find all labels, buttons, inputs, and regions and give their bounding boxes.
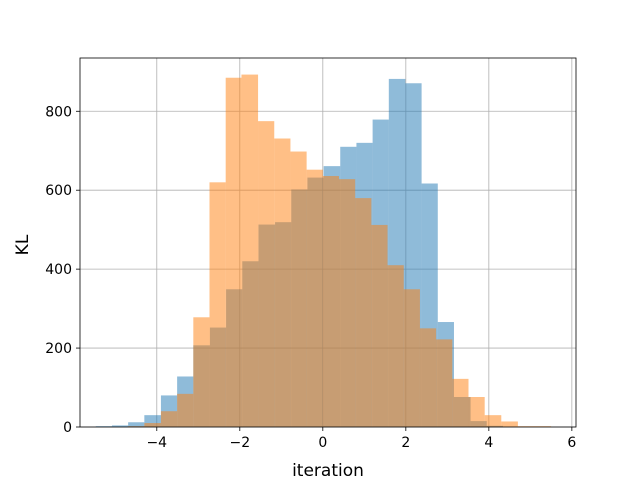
histogram-bar-series-2 bbox=[225, 77, 242, 428]
histogram-bar-series-2 bbox=[209, 182, 226, 427]
x-tick-label: 0 bbox=[318, 435, 327, 451]
histogram-bar-series-2 bbox=[338, 179, 356, 427]
histogram-bar-series-2 bbox=[419, 328, 437, 427]
histogram-bar-series-2 bbox=[177, 393, 194, 427]
histogram-bar-series-2 bbox=[193, 317, 210, 427]
histogram-bar-series-2 bbox=[403, 289, 420, 427]
histogram-bars bbox=[95, 74, 552, 428]
x-tick-label: 6 bbox=[567, 435, 576, 451]
histogram-bar-series-2 bbox=[160, 411, 178, 427]
histogram-bar-series-2 bbox=[484, 415, 502, 427]
histogram-bar-series-2 bbox=[274, 138, 291, 427]
plot-frame bbox=[79, 57, 577, 428]
histogram-bar-series-2 bbox=[468, 397, 485, 427]
histogram-bar-series-2 bbox=[306, 169, 323, 427]
histogram-bar-series-2 bbox=[436, 339, 453, 427]
histogram-bar-series-2 bbox=[258, 121, 275, 428]
histogram-bar-series-2 bbox=[144, 423, 161, 427]
y-axis-label: KL bbox=[13, 234, 33, 255]
histogram-bar-series-2 bbox=[452, 378, 469, 427]
x-tick-label: 2 bbox=[401, 435, 410, 451]
y-axis-ticks: 0 200 400 600 800 bbox=[45, 104, 80, 436]
histogram-bar-series-1 bbox=[111, 425, 129, 427]
histogram-bar-series-2 bbox=[322, 176, 339, 427]
histogram-bar-series-2 bbox=[501, 421, 518, 427]
x-tick-label: −2 bbox=[229, 435, 250, 451]
histogram-bar-series-2 bbox=[290, 151, 307, 427]
histogram-bar-series-2 bbox=[355, 198, 372, 427]
histogram-bar-series-2 bbox=[241, 74, 259, 427]
y-tick-label: 400 bbox=[45, 262, 72, 278]
x-tick-label: −4 bbox=[146, 435, 167, 451]
histogram-bar-series-2 bbox=[387, 265, 404, 427]
y-tick-label: 600 bbox=[45, 183, 72, 199]
x-tick-label: 4 bbox=[484, 435, 493, 451]
histogram-bar-series-1 bbox=[128, 422, 145, 427]
y-tick-label: 200 bbox=[45, 341, 72, 357]
y-tick-label: 0 bbox=[63, 420, 72, 436]
histogram-bar-series-2 bbox=[371, 224, 388, 427]
x-axis-label: iteration bbox=[292, 461, 364, 480]
y-tick-label: 800 bbox=[45, 104, 72, 120]
histogram-bar-series-1 bbox=[144, 415, 161, 427]
x-axis-ticks: −4 −2 0 2 4 6 bbox=[146, 427, 576, 451]
